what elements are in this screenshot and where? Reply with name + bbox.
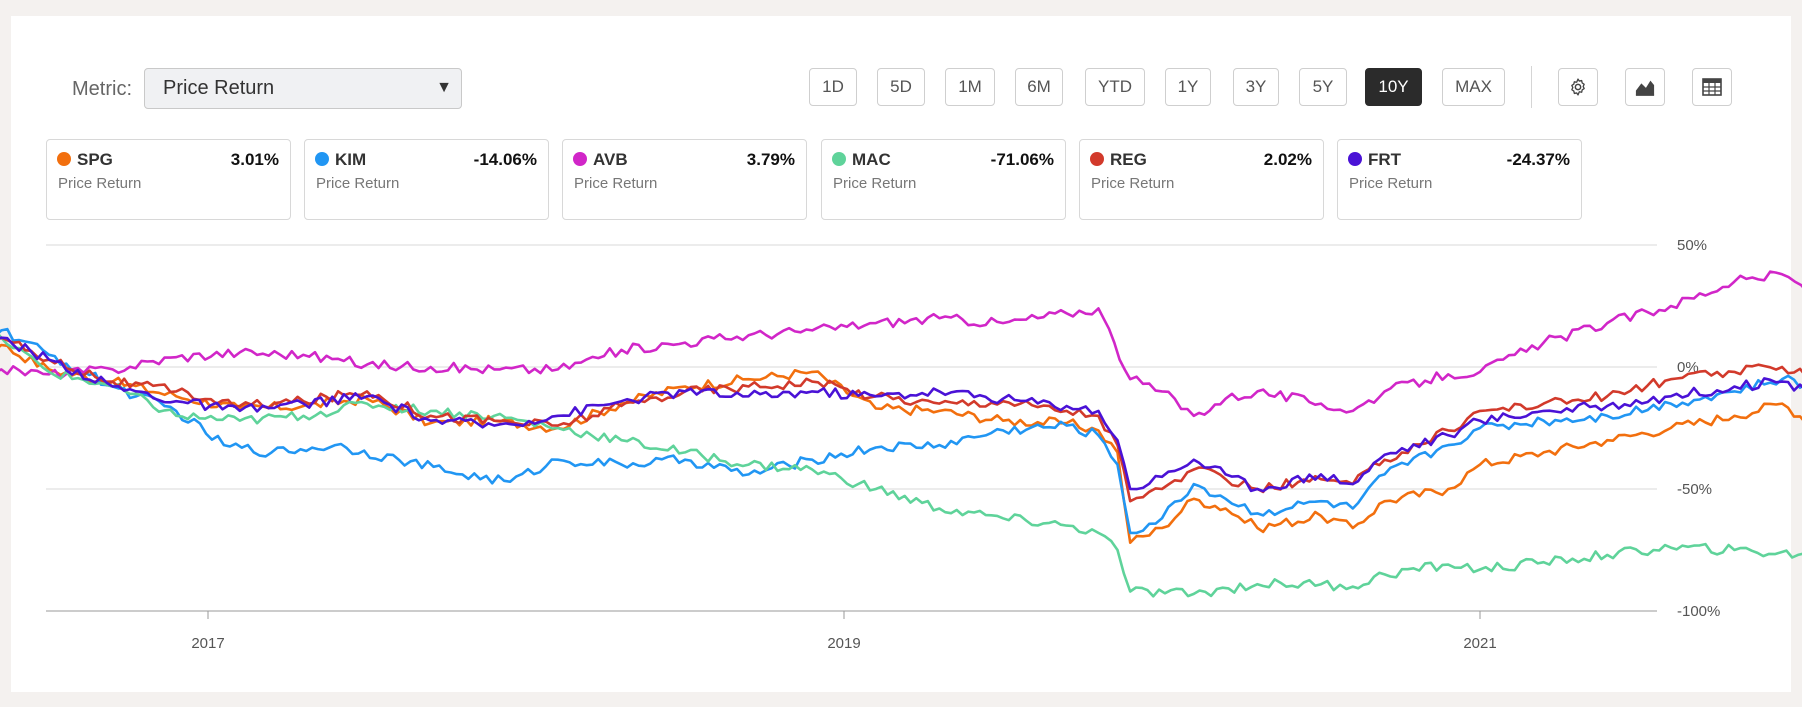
range-button-5d[interactable]: 5D bbox=[877, 68, 925, 106]
ticker-card-mac[interactable]: MAC -71.06% Price Return bbox=[821, 139, 1066, 220]
y-tick-label: -50% bbox=[1677, 481, 1712, 498]
ticker-card-spg[interactable]: SPG 3.01% Price Return bbox=[46, 139, 291, 220]
card-ticker: FRT bbox=[1368, 150, 1402, 169]
dropdown-arrow-icon: ▼ bbox=[436, 79, 452, 96]
range-button-10y[interactable]: 10Y bbox=[1365, 68, 1422, 106]
settings-button[interactable] bbox=[1558, 68, 1598, 106]
range-button-1d[interactable]: 1D bbox=[809, 68, 857, 106]
range-button-1y[interactable]: 1Y bbox=[1165, 68, 1211, 106]
table-view-button[interactable] bbox=[1692, 68, 1732, 106]
card-value: -71.06% bbox=[990, 150, 1054, 169]
series-line-frt bbox=[0, 336, 1802, 493]
series-color-dot bbox=[57, 152, 71, 166]
card-metric: Price Return bbox=[833, 175, 917, 192]
gear-icon bbox=[1571, 78, 1585, 96]
series-color-dot bbox=[573, 152, 587, 166]
y-tick-label: 50% bbox=[1677, 237, 1707, 254]
series-line-reg bbox=[0, 336, 1802, 503]
x-tick-label: 2019 bbox=[827, 635, 860, 652]
gridlines bbox=[46, 244, 1657, 612]
table-icon bbox=[1702, 78, 1722, 96]
axes: 50%0%-50%-100%20172019202120232025 bbox=[191, 237, 1720, 652]
card-metric: Price Return bbox=[1091, 175, 1175, 192]
card-value: 3.79% bbox=[746, 150, 795, 169]
series-line-spg bbox=[0, 343, 1802, 544]
ticker-card-avb[interactable]: AVB 3.79% Price Return bbox=[562, 139, 807, 220]
chart-type-button[interactable] bbox=[1625, 68, 1665, 106]
card-ticker: SPG bbox=[77, 150, 113, 169]
metric-select[interactable]: Price Return ▼ bbox=[144, 68, 462, 109]
ticker-card-frt[interactable]: FRT -24.37% Price Return bbox=[1337, 139, 1582, 220]
range-button-3y[interactable]: 3Y bbox=[1233, 68, 1279, 106]
chart-panel bbox=[11, 16, 1791, 692]
card-metric: Price Return bbox=[58, 175, 142, 192]
range-button-max[interactable]: MAX bbox=[1442, 68, 1505, 106]
card-ticker: KIM bbox=[335, 150, 367, 169]
card-value: 2.02% bbox=[1263, 150, 1312, 169]
series-line-mac bbox=[0, 334, 1802, 598]
series-line-avb bbox=[0, 270, 1802, 418]
card-metric: Price Return bbox=[316, 175, 400, 192]
card-metric: Price Return bbox=[574, 175, 658, 192]
range-button-1m[interactable]: 1M bbox=[945, 68, 995, 106]
series-line-kim bbox=[0, 327, 1802, 535]
range-button-ytd[interactable]: YTD bbox=[1085, 68, 1145, 106]
card-value: -24.37% bbox=[1506, 150, 1570, 169]
x-tick-label: 2017 bbox=[191, 635, 224, 652]
ticker-card-kim[interactable]: KIM -14.06% Price Return bbox=[304, 139, 549, 220]
card-ticker: REG bbox=[1110, 150, 1147, 169]
area-chart-icon bbox=[1635, 80, 1655, 96]
y-tick-label: 0% bbox=[1677, 359, 1699, 376]
card-ticker: AVB bbox=[593, 150, 628, 169]
series-color-dot bbox=[1090, 152, 1104, 166]
metric-label: Metric: bbox=[72, 78, 132, 100]
range-button-6m[interactable]: 6M bbox=[1015, 68, 1063, 106]
x-tick-label: 2021 bbox=[1463, 635, 1496, 652]
ticker-card-reg[interactable]: REG 2.02% Price Return bbox=[1079, 139, 1324, 220]
card-metric: Price Return bbox=[1349, 175, 1433, 192]
series-color-dot bbox=[832, 152, 846, 166]
series-color-dot bbox=[1348, 152, 1362, 166]
series-color-dot bbox=[315, 152, 329, 166]
card-value: 3.01% bbox=[230, 150, 279, 169]
metric-select-value: Price Return bbox=[163, 77, 275, 99]
series-lines bbox=[0, 270, 1802, 598]
toolbar-divider bbox=[1531, 66, 1532, 108]
y-tick-label: -100% bbox=[1677, 603, 1720, 620]
card-value: -14.06% bbox=[473, 150, 537, 169]
card-ticker: MAC bbox=[852, 150, 891, 169]
range-button-5y[interactable]: 5Y bbox=[1299, 68, 1347, 106]
